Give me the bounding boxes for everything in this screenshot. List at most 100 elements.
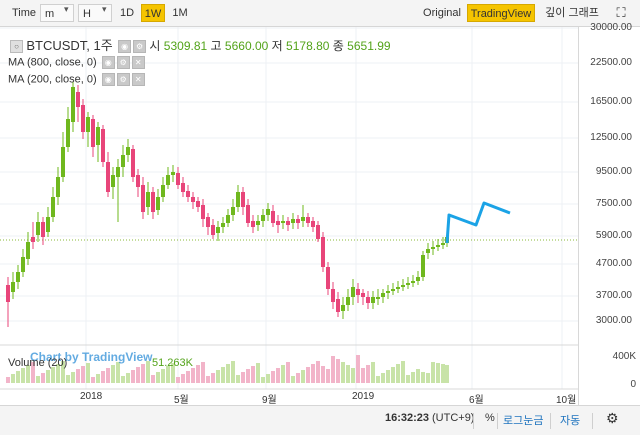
volume-bar xyxy=(371,362,375,383)
candle-body xyxy=(371,297,375,303)
interval-1w-button[interactable]: 1W xyxy=(141,4,165,22)
candle-body xyxy=(166,175,170,185)
volume-bar xyxy=(396,364,400,383)
hour-interval-select[interactable]: H xyxy=(78,4,112,22)
volume-bar xyxy=(291,376,295,383)
candle-body xyxy=(226,215,230,223)
candle-body xyxy=(46,217,50,232)
candle-body xyxy=(241,192,245,207)
candle-body xyxy=(311,221,315,227)
volume-bar xyxy=(81,366,85,383)
time-button[interactable]: Time xyxy=(11,7,37,19)
candle-body xyxy=(176,173,180,185)
percent-scale-toggle[interactable]: % xyxy=(485,412,495,424)
clock: 16:32:23 xyxy=(385,412,430,424)
candle-body xyxy=(436,245,440,247)
settings-icon[interactable]: ⚙ xyxy=(116,56,130,69)
eye-icon[interactable]: ◉ xyxy=(101,56,115,69)
price-axis[interactable] xyxy=(578,27,640,407)
volume-bar xyxy=(421,372,425,383)
volume-bar xyxy=(271,371,275,383)
volume-bars xyxy=(6,355,449,383)
volume-bar xyxy=(181,374,185,383)
open-label: 시 xyxy=(149,39,161,53)
view-depth-button[interactable]: 깊이 그래프 xyxy=(545,7,599,19)
volume-bar xyxy=(176,377,180,383)
settings-icon[interactable]: ⚙ xyxy=(133,40,147,54)
volume-bar xyxy=(186,371,190,383)
gear-icon[interactable]: ⚙ xyxy=(606,410,619,426)
candle-body xyxy=(306,217,310,223)
candle-body xyxy=(296,219,300,223)
volume-bar xyxy=(31,362,35,383)
time-axis-label: 6월 xyxy=(469,395,484,406)
candle-body xyxy=(131,149,135,177)
interval-1d-button[interactable]: 1D xyxy=(119,7,135,19)
volume-bar xyxy=(161,369,165,383)
tradingview-watermark[interactable]: Chart by TradingView xyxy=(30,350,153,364)
candle-body xyxy=(111,175,115,187)
candle-body xyxy=(86,117,90,132)
volume-bar xyxy=(341,362,345,383)
volume-bar xyxy=(401,361,405,383)
candle-body xyxy=(41,222,45,237)
settings-icon[interactable]: ⚙ xyxy=(116,73,130,86)
time-axis[interactable]: 2018 5월 9월 2019 6월 10월 xyxy=(0,389,578,406)
candle-body xyxy=(391,289,395,291)
chevron-down-icon[interactable]: ▾ xyxy=(102,4,107,14)
candle-body xyxy=(406,283,410,285)
volume-bar xyxy=(281,365,285,383)
volume-bar xyxy=(136,367,140,383)
volume-bar xyxy=(71,372,75,383)
candle-body xyxy=(271,211,275,223)
price-chart-canvas[interactable] xyxy=(0,27,640,435)
trend-drawing xyxy=(445,201,511,244)
hour-interval-label: H xyxy=(83,8,91,20)
auto-scale-toggle[interactable]: 자동 xyxy=(560,415,581,427)
chevron-down-icon[interactable]: ▾ xyxy=(64,4,69,14)
candle-body xyxy=(191,197,195,202)
volume-bar xyxy=(286,362,290,383)
minute-interval-select[interactable]: m xyxy=(40,4,74,22)
price-tick-label: 3700.00 xyxy=(595,290,632,301)
close-icon[interactable]: ✕ xyxy=(131,73,145,86)
volume-bar xyxy=(311,364,315,383)
candle-body xyxy=(16,272,20,282)
timezone[interactable]: (UTC+9) xyxy=(432,412,475,424)
volume-bar xyxy=(366,365,370,383)
close-icon[interactable]: ✕ xyxy=(131,56,145,69)
volume-bar xyxy=(256,363,260,383)
volume-bar xyxy=(96,374,100,383)
volume-bar xyxy=(206,376,210,383)
time-axis-label: 9월 xyxy=(262,395,277,406)
volume-bar xyxy=(306,367,310,383)
view-original-button[interactable]: Original xyxy=(423,7,461,19)
candle-body xyxy=(421,255,425,277)
time-axis-label: 2019 xyxy=(352,391,375,402)
eye-icon[interactable]: ◉ xyxy=(118,40,132,54)
candle-body xyxy=(71,87,75,122)
volume-bar xyxy=(241,372,245,383)
log-scale-toggle[interactable]: 로그눈금 xyxy=(503,415,544,427)
volume-bar xyxy=(406,375,410,383)
candle-body xyxy=(261,215,265,221)
legend-handle-icon[interactable]: ○ xyxy=(10,40,23,54)
candle-body xyxy=(141,185,145,212)
view-tradingview-button[interactable]: TradingView xyxy=(467,4,535,22)
candle-body xyxy=(326,267,330,289)
interval-1m-button[interactable]: 1M xyxy=(172,7,188,19)
candle-body xyxy=(31,237,35,242)
candle-body xyxy=(126,147,130,155)
volume-bar xyxy=(246,369,250,383)
candle-body xyxy=(431,247,435,249)
candle-body xyxy=(181,183,185,192)
candle-body xyxy=(246,205,250,223)
fullscreen-icon[interactable]: ⛶ xyxy=(616,5,626,20)
volume-bar xyxy=(141,364,145,383)
candle-body xyxy=(291,219,295,223)
volume-bar xyxy=(411,372,415,383)
volume-bar xyxy=(196,365,200,383)
eye-icon[interactable]: ◉ xyxy=(101,73,115,86)
volume-bar xyxy=(331,356,335,383)
volume-bar xyxy=(211,373,215,383)
